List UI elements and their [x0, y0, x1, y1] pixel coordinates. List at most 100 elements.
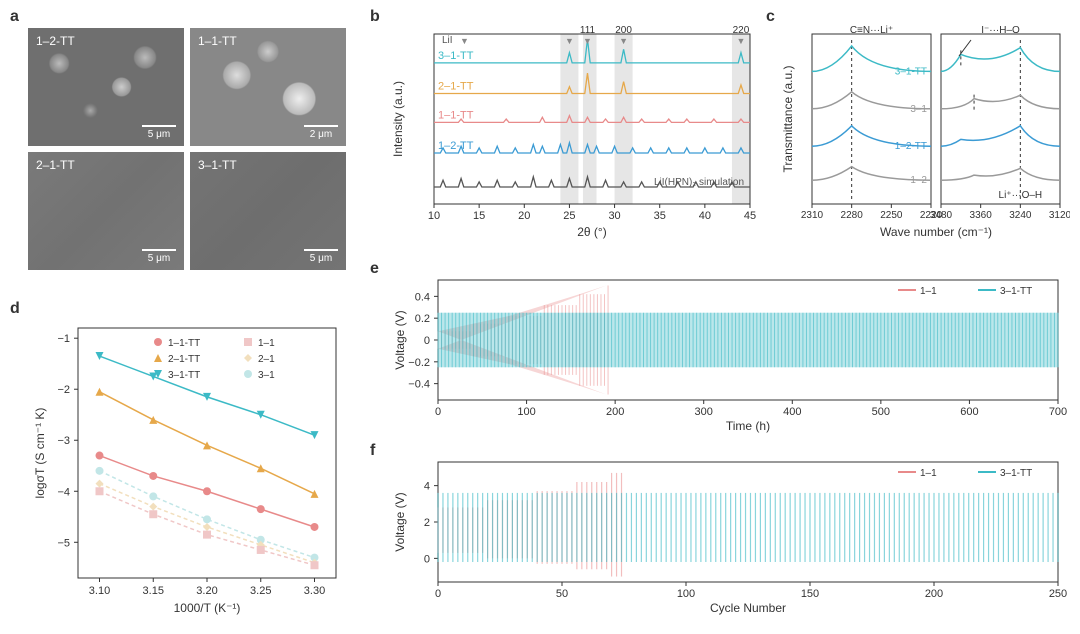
svg-text:2θ (°): 2θ (°) — [577, 225, 606, 239]
svg-text:▼: ▼ — [583, 36, 592, 46]
svg-text:Voltage (V): Voltage (V) — [393, 310, 407, 369]
svg-text:logσT (S cm⁻¹ K): logσT (S cm⁻¹ K) — [33, 408, 47, 499]
svg-text:3480: 3480 — [930, 210, 953, 221]
svg-text:2: 2 — [424, 517, 430, 529]
svg-text:4: 4 — [424, 481, 430, 493]
svg-text:3.10: 3.10 — [89, 585, 110, 597]
panel-c-ftir: 23102280225022203–1-TT3–11–2-TT1–2C≡N···… — [778, 20, 1070, 240]
svg-text:0: 0 — [435, 406, 441, 418]
svg-text:3–1-TT: 3–1-TT — [895, 66, 927, 77]
svg-text:15: 15 — [473, 210, 485, 222]
svg-text:3–1: 3–1 — [910, 104, 927, 115]
svg-text:40: 40 — [699, 210, 711, 222]
svg-text:100: 100 — [517, 406, 535, 418]
panel-a-sem: 1–2-TT 5 μm 1–1-TT 2 μm 2–1-TT 5 μm 3–1-TT 5 μm — [28, 28, 346, 270]
svg-text:Wave number (cm⁻¹): Wave number (cm⁻¹) — [880, 225, 992, 239]
panel-e-cycling: 0 100 200 300 400 500 600 700 −0.4 −0.2 0 0.2 0.4 1–1… — [388, 272, 1068, 434]
svg-text:2280: 2280 — [841, 210, 864, 221]
svg-text:150: 150 — [801, 588, 819, 600]
svg-text:−4: −4 — [57, 486, 70, 498]
svg-text:250: 250 — [1049, 588, 1067, 600]
sem-label: 1–2-TT — [36, 34, 75, 48]
svg-text:200: 200 — [925, 588, 943, 600]
sem-1–1-TT: 1–1-TT 2 μm — [190, 28, 346, 146]
sem-label: 1–1-TT — [198, 34, 237, 48]
svg-text:▼: ▼ — [565, 36, 574, 46]
svg-text:700: 700 — [1049, 406, 1067, 418]
svg-text:3–1: 3–1 — [258, 370, 275, 381]
svg-text:45: 45 — [744, 210, 756, 222]
svg-text:1000/T (K⁻¹): 1000/T (K⁻¹) — [174, 601, 241, 615]
svg-text:Li⁺···O–H: Li⁺···O–H — [999, 190, 1043, 201]
svg-text:1–1-TT: 1–1-TT — [438, 109, 474, 121]
sem-scalebar: 2 μm — [304, 125, 338, 140]
svg-text:600: 600 — [960, 406, 978, 418]
svg-text:400: 400 — [783, 406, 801, 418]
svg-text:3.15: 3.15 — [143, 585, 164, 597]
svg-text:1–1: 1–1 — [258, 338, 275, 349]
svg-text:Voltage (V): Voltage (V) — [393, 492, 407, 551]
panel-d-arrhenius: 3.103.153.203.253.30−1−2−3−4−51–1-TT2–1-… — [28, 318, 346, 618]
svg-text:LiI(HPN)₂ simulation: LiI(HPN)₂ simulation — [654, 177, 744, 188]
svg-text:▼: ▼ — [737, 36, 746, 46]
svg-text:2–1: 2–1 — [258, 354, 275, 365]
svg-text:0: 0 — [424, 335, 430, 347]
sem-scalebar: 5 μm — [142, 249, 176, 264]
svg-text:30: 30 — [608, 210, 620, 222]
svg-text:−2: −2 — [57, 384, 70, 396]
svg-text:3240: 3240 — [1009, 210, 1032, 221]
svg-text:Time (h): Time (h) — [726, 419, 770, 433]
sem-scalebar: 5 μm — [142, 125, 176, 140]
svg-text:1–1-TT: 1–1-TT — [168, 338, 200, 349]
svg-text:Cycle Number: Cycle Number — [710, 601, 786, 615]
svg-text:2–1-TT: 2–1-TT — [438, 81, 474, 93]
svg-text:C≡N···Li⁺: C≡N···Li⁺ — [850, 25, 893, 36]
svg-text:▼: ▼ — [619, 36, 628, 46]
svg-text:−1: −1 — [57, 333, 70, 345]
sem-2–1-TT: 2–1-TT 5 μm — [28, 152, 184, 270]
svg-text:20: 20 — [518, 210, 530, 222]
sem-label: 2–1-TT — [36, 158, 75, 172]
sem-3–1-TT: 3–1-TT 5 μm — [190, 152, 346, 270]
label-b: b — [370, 8, 380, 26]
label-a: a — [10, 8, 19, 26]
svg-text:Transmittance (a.u.): Transmittance (a.u.) — [781, 66, 795, 173]
sem-1–2-TT: 1–2-TT 5 μm — [28, 28, 184, 146]
sem-label: 3–1-TT — [198, 158, 237, 172]
svg-text:0.4: 0.4 — [415, 291, 430, 303]
svg-text:1–1: 1–1 — [920, 286, 937, 297]
svg-text:3.30: 3.30 — [304, 585, 325, 597]
svg-text:200: 200 — [615, 25, 632, 36]
svg-text:2310: 2310 — [801, 210, 824, 221]
svg-text:50: 50 — [556, 588, 568, 600]
svg-text:1–2: 1–2 — [910, 175, 927, 186]
svg-text:3.20: 3.20 — [196, 585, 217, 597]
svg-text:−3: −3 — [57, 435, 70, 447]
svg-text:300: 300 — [695, 406, 713, 418]
label-f: f — [370, 442, 375, 460]
label-c: c — [766, 8, 775, 26]
svg-text:3.25: 3.25 — [250, 585, 271, 597]
svg-text:3360: 3360 — [970, 210, 993, 221]
svg-text:3–1-TT: 3–1-TT — [1000, 286, 1032, 297]
svg-text:25: 25 — [563, 210, 575, 222]
svg-text:111: 111 — [580, 25, 596, 36]
svg-text:−5: −5 — [57, 537, 70, 549]
svg-text:0: 0 — [424, 553, 430, 565]
svg-text:0: 0 — [435, 588, 441, 600]
svg-text:1–1: 1–1 — [920, 468, 937, 479]
panel-b-xrd: 3–1-TT▼▼▼▼2–1-TT1–1-TT1–2-TTLiI(HPN)₂ si… — [388, 20, 758, 240]
svg-text:200: 200 — [606, 406, 624, 418]
svg-text:35: 35 — [654, 210, 666, 222]
svg-text:3120: 3120 — [1049, 210, 1070, 221]
svg-text:10: 10 — [428, 210, 440, 222]
svg-text:500: 500 — [872, 406, 890, 418]
panel-f-cycling: 0501001502002500241–13–1-TTCycle NumberV… — [388, 454, 1068, 616]
svg-text:3–1-TT: 3–1-TT — [1000, 468, 1032, 479]
svg-text:220: 220 — [733, 25, 750, 36]
svg-text:−0.4: −0.4 — [408, 379, 430, 391]
svg-text:−0.2: −0.2 — [408, 357, 430, 369]
svg-text:0.2: 0.2 — [415, 313, 430, 325]
svg-text:1–2-TT: 1–2-TT — [438, 140, 474, 152]
sem-scalebar: 5 μm — [304, 249, 338, 264]
